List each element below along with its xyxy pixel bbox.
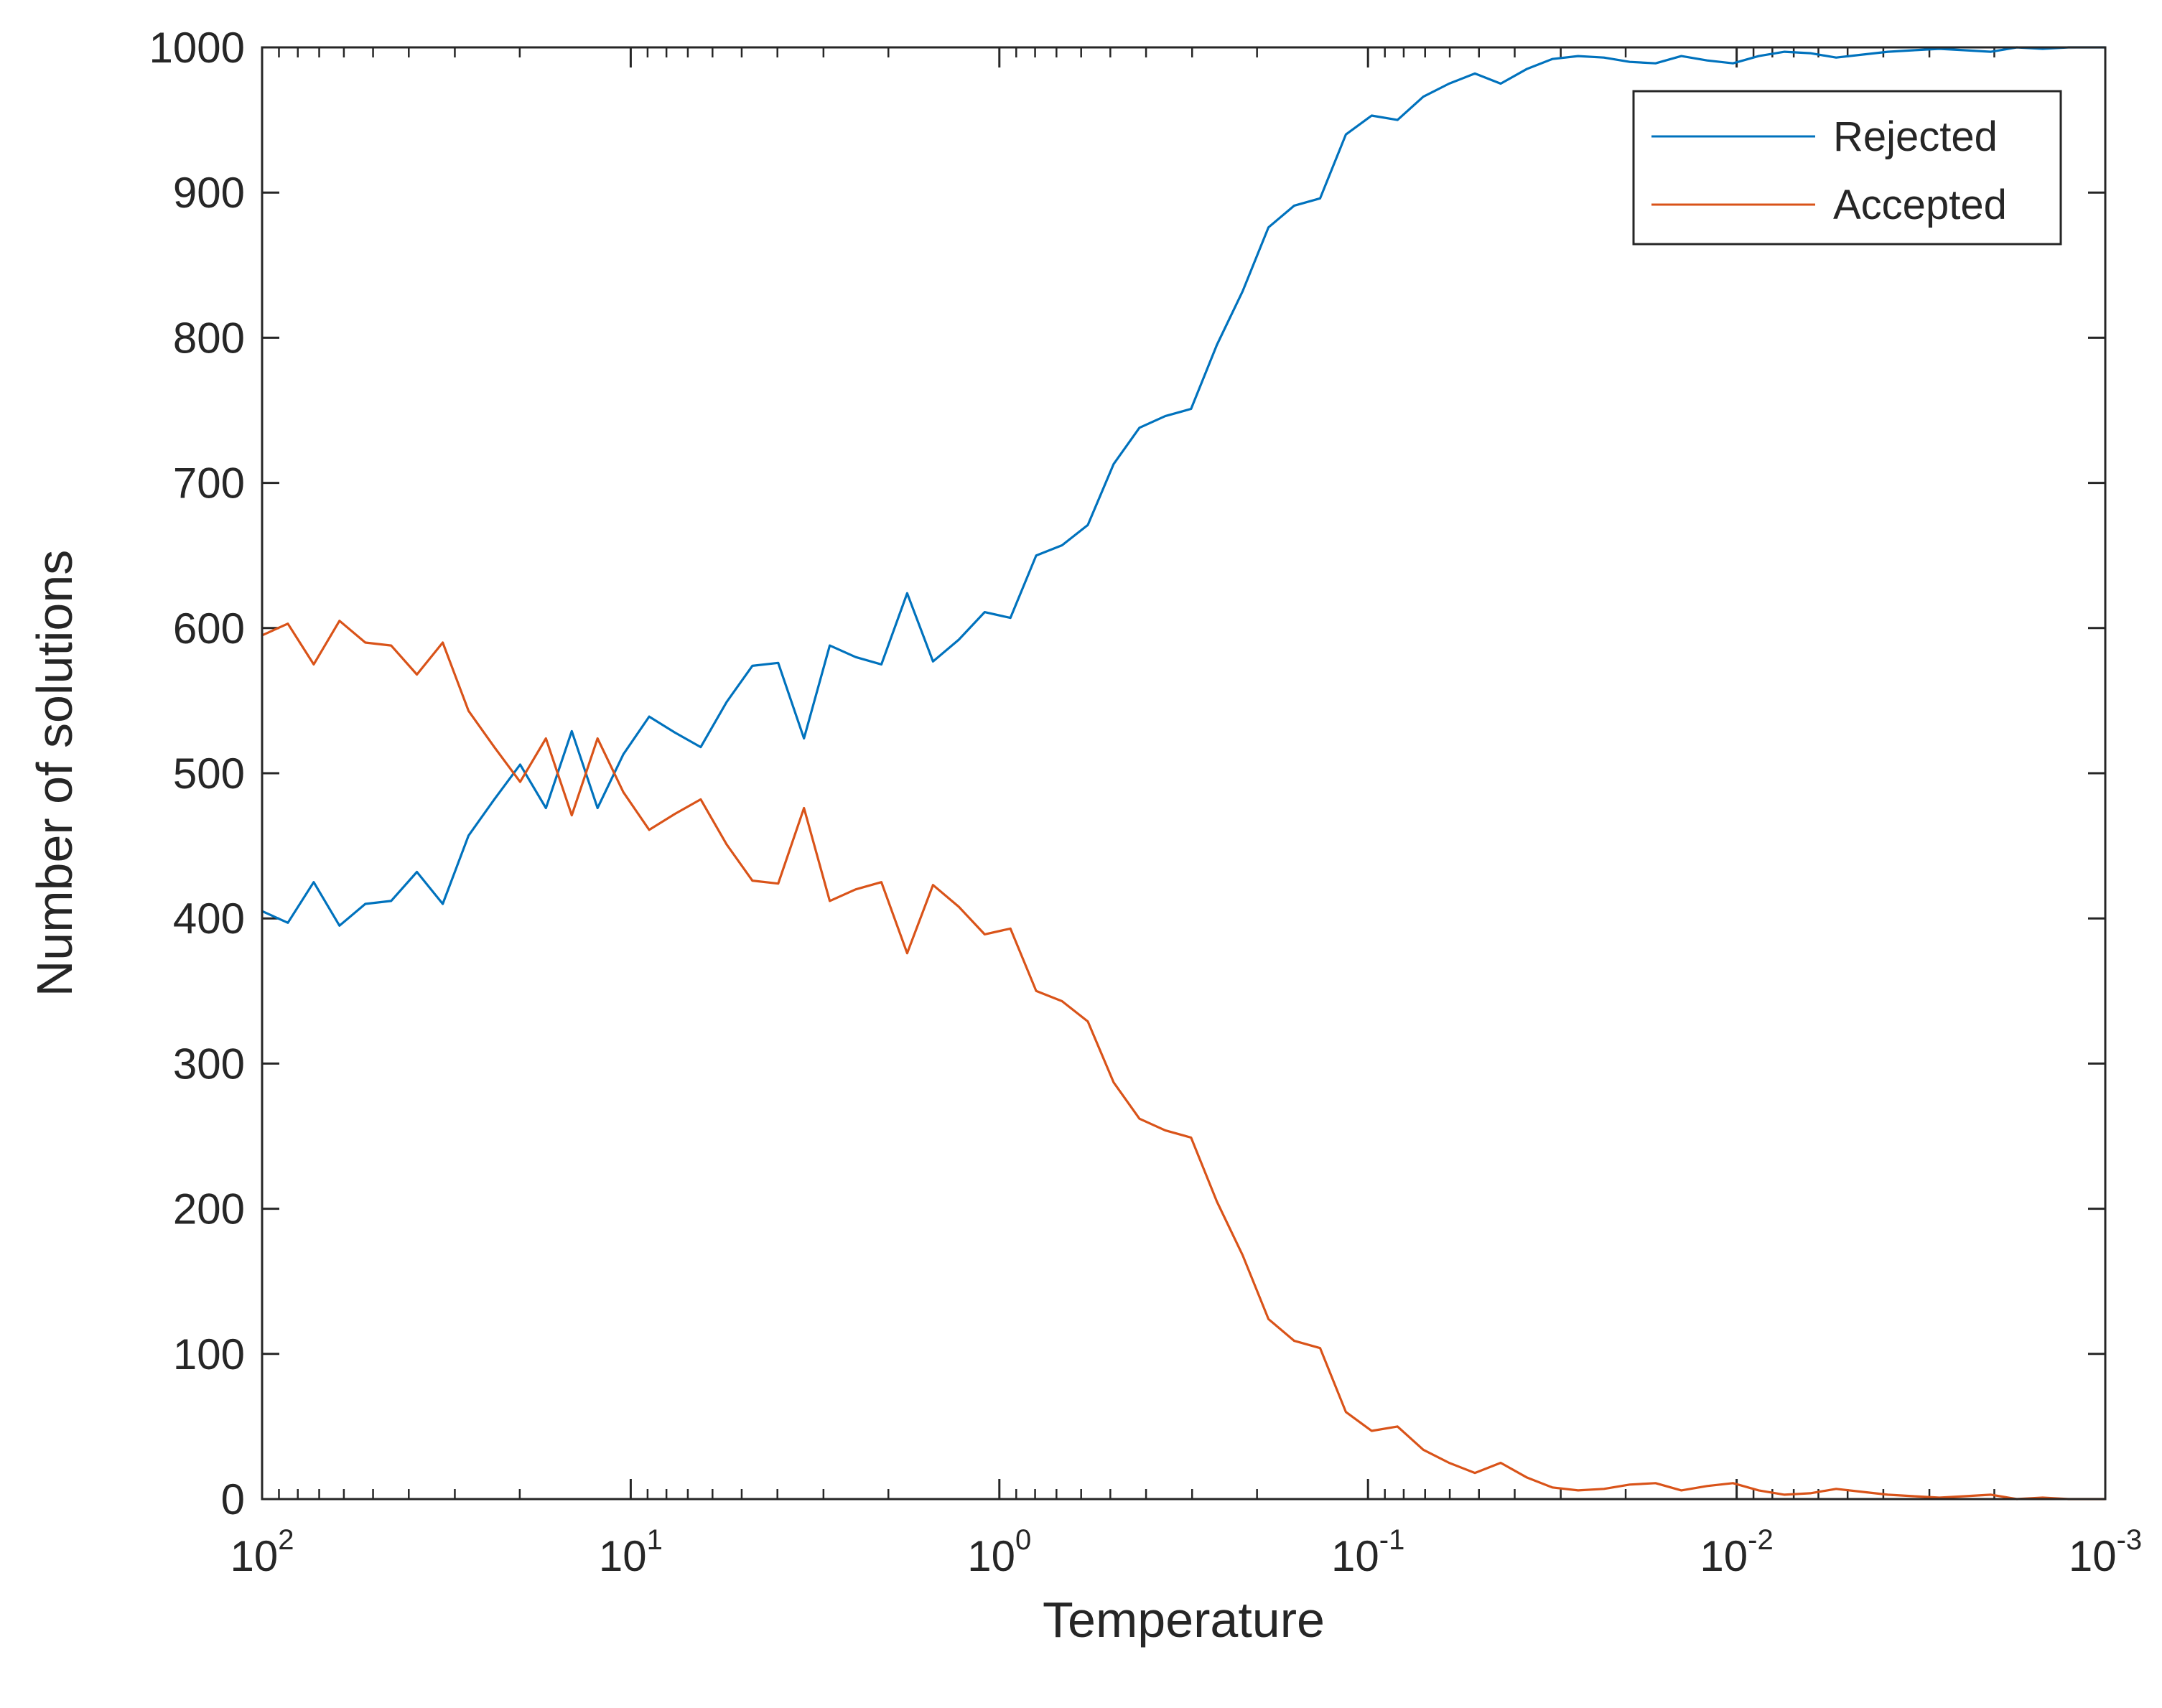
y-tick-label: 600: [173, 605, 245, 653]
y-axis-label: Number of solutions: [27, 550, 83, 997]
series-line-rejected: [261, 46, 2105, 927]
x-tick-base: 10: [1331, 1532, 1379, 1580]
y-tick-label: 700: [173, 459, 245, 508]
x-tick-base: 10: [599, 1532, 647, 1580]
x-tick-label: 10-3: [2069, 1524, 2142, 1580]
x-tick-exponent: 2: [278, 1524, 294, 1556]
x-tick-base: 10: [967, 1532, 1015, 1580]
x-tick-base: 10: [1700, 1532, 1748, 1580]
y-tick-label: 300: [173, 1040, 245, 1088]
x-tick-label: 10-2: [1700, 1524, 1773, 1580]
legend-label-accepted: Accepted: [1833, 182, 2007, 228]
x-tick-label: 102: [230, 1524, 294, 1580]
y-tick-label: 800: [173, 314, 245, 362]
x-tick-base: 10: [230, 1532, 279, 1580]
x-tick-exponent: -1: [1379, 1524, 1405, 1556]
y-tick-label: 100: [173, 1330, 245, 1378]
x-tick-exponent: -2: [1748, 1524, 1774, 1556]
y-tick-label: 1000: [149, 24, 245, 72]
plot-frame: [261, 46, 2107, 1501]
x-tick-label: 100: [967, 1524, 1031, 1580]
x-tick-exponent: -3: [2117, 1524, 2143, 1556]
legend: Rejected Accepted: [1632, 90, 2062, 246]
legend-label-rejected: Rejected: [1833, 113, 1998, 160]
y-tick-label: 0: [221, 1475, 245, 1523]
y-tick-label: 200: [173, 1185, 245, 1233]
x-tick-base: 10: [2069, 1532, 2117, 1580]
y-tick-label: 900: [173, 169, 245, 217]
x-tick-exponent: 1: [647, 1524, 663, 1556]
x-tick-label: 10-1: [1331, 1524, 1404, 1580]
series-line-accepted: [261, 620, 2105, 1501]
legend-box: [1632, 90, 2062, 246]
x-tick-label: 101: [599, 1524, 663, 1580]
y-tick-label: 400: [173, 895, 245, 943]
y-tick-label: 500: [173, 750, 245, 798]
x-tick-exponent: 0: [1015, 1524, 1031, 1556]
series-lines: [261, 46, 2105, 1501]
x-axis-label: Temperature: [1043, 1592, 1325, 1648]
